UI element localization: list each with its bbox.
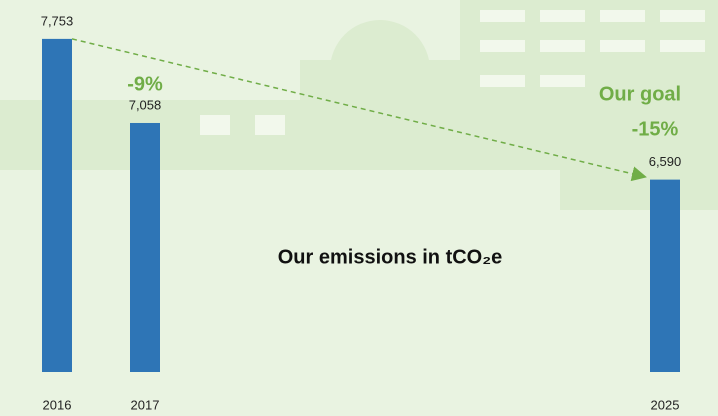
bar [650,179,680,372]
x-tick-label: 2025 [651,397,680,412]
chart-caption: Our emissions in tCO₂e [278,246,503,268]
value-label: 6,590 [649,154,682,169]
x-tick-label: 2017 [131,397,160,412]
value-label: 7,058 [129,97,162,112]
goal-annotation: Our goal [599,83,681,105]
change-annotation: -9% [127,73,163,95]
x-tick-label: 2016 [43,397,72,412]
trend-arrow [71,38,647,182]
value-label: 7,753 [41,13,74,28]
bar [42,38,72,373]
building-windows [200,10,705,135]
bar [130,122,160,373]
goal-change-annotation: -15% [632,118,679,140]
